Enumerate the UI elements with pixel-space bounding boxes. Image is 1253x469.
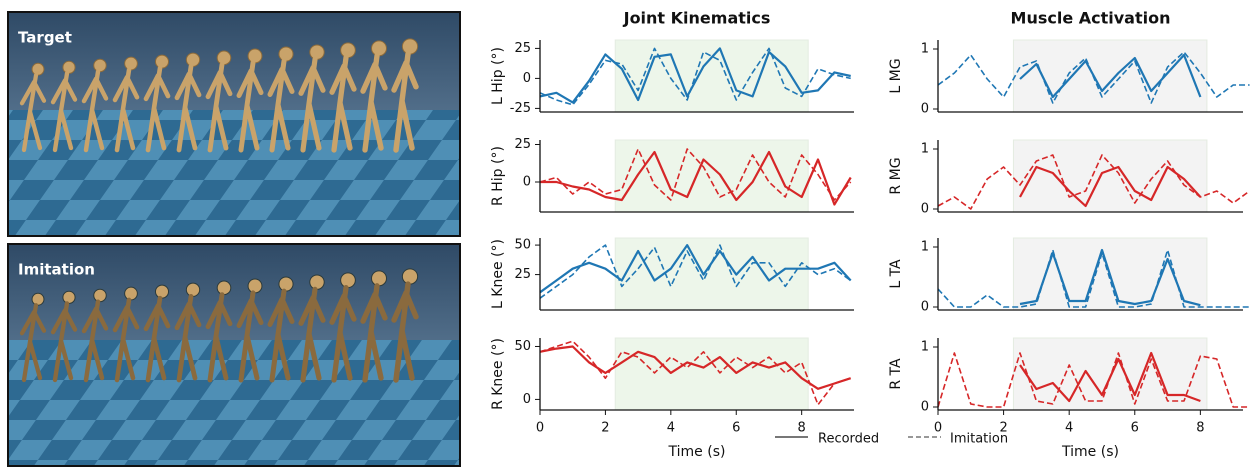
figure-head: [248, 49, 262, 63]
x-tick-label: 2: [601, 421, 609, 436]
figure-head: [94, 289, 106, 301]
y-tick-label: 1: [921, 142, 929, 157]
figure-head: [32, 293, 44, 305]
figure-head: [155, 285, 168, 298]
x-tick-label: 2: [999, 421, 1007, 436]
x-axis-label: Time (s): [1061, 444, 1119, 460]
image-label: Imitation: [18, 261, 95, 279]
y-tick-label: 0: [921, 102, 929, 117]
x-tick-label: 4: [667, 421, 675, 436]
y-tick-label: 0: [523, 392, 531, 407]
figure-head: [402, 269, 417, 284]
y-tick-label: 1: [921, 240, 929, 255]
y-axis-label: L Hip (°): [490, 47, 506, 105]
x-tick-label: 0: [536, 421, 544, 436]
y-tick-label: 1: [921, 42, 929, 57]
figure-head: [94, 59, 106, 71]
y-tick-label: 0: [921, 300, 929, 315]
y-tick-label: 50: [514, 339, 531, 354]
shaded-region: [1013, 338, 1206, 410]
figure-head: [372, 271, 387, 286]
x-axis-label: Time (s): [668, 444, 726, 460]
x-tick-label: 6: [1131, 421, 1139, 436]
figure-head: [402, 39, 417, 54]
figure-head: [186, 53, 199, 66]
figure-head: [217, 281, 231, 295]
figure-head: [186, 283, 199, 296]
figure-head: [32, 63, 44, 75]
figure-head: [279, 277, 293, 291]
y-tick-label: 25: [514, 137, 531, 152]
figure-head: [248, 279, 262, 293]
figure-head: [279, 47, 293, 61]
y-axis-label: R Hip (°): [490, 146, 506, 206]
y-tick-label: 1: [921, 340, 929, 355]
y-tick-label: 25: [514, 41, 531, 56]
figure-head: [372, 41, 387, 56]
figure-head: [341, 273, 356, 288]
shaded-region: [615, 338, 808, 410]
y-axis-label: L MG: [888, 58, 904, 93]
figure: Target Imitation Recorded Imitation -25 0…: [0, 0, 1253, 469]
x-tick-label: 8: [798, 421, 806, 436]
figure-head: [310, 45, 324, 59]
figure-head: [125, 57, 138, 70]
x-tick-label: 6: [732, 421, 740, 436]
target-image: Target: [8, 12, 460, 236]
figure-head: [310, 275, 324, 289]
y-tick-label: 50: [514, 238, 531, 253]
y-tick-label: 25: [514, 267, 531, 282]
image-label: Target: [18, 29, 72, 47]
imitation-image: Imitation: [8, 244, 460, 466]
chart-title: Muscle Activation: [1011, 9, 1171, 28]
x-tick-label: 0: [934, 421, 942, 436]
figure-head: [63, 61, 75, 73]
y-tick-label: 0: [921, 202, 929, 217]
chart-title: Joint Kinematics: [623, 9, 771, 28]
figure-head: [217, 51, 231, 65]
y-axis-label: R Knee (°): [490, 338, 506, 410]
y-axis-label: R TA: [888, 358, 904, 390]
x-tick-label: 4: [1065, 421, 1073, 436]
figure-head: [341, 43, 356, 58]
figure-head: [155, 55, 168, 68]
y-tick-label: 0: [523, 175, 531, 190]
figure-head: [63, 291, 75, 303]
legend: Recorded Imitation: [775, 432, 1008, 447]
y-tick-label: 0: [523, 71, 531, 86]
y-tick-label: 0: [921, 400, 929, 415]
figure-head: [125, 287, 138, 300]
y-axis-label: R MG: [888, 157, 904, 194]
y-axis-label: L TA: [888, 259, 904, 289]
x-tick-label: 8: [1196, 421, 1204, 436]
y-tick-label: -25: [510, 101, 531, 116]
figure-canvas: Target Imitation Recorded Imitation -25 0…: [0, 0, 1253, 469]
y-axis-label: L Knee (°): [490, 239, 506, 309]
legend-label: Recorded: [818, 432, 879, 447]
